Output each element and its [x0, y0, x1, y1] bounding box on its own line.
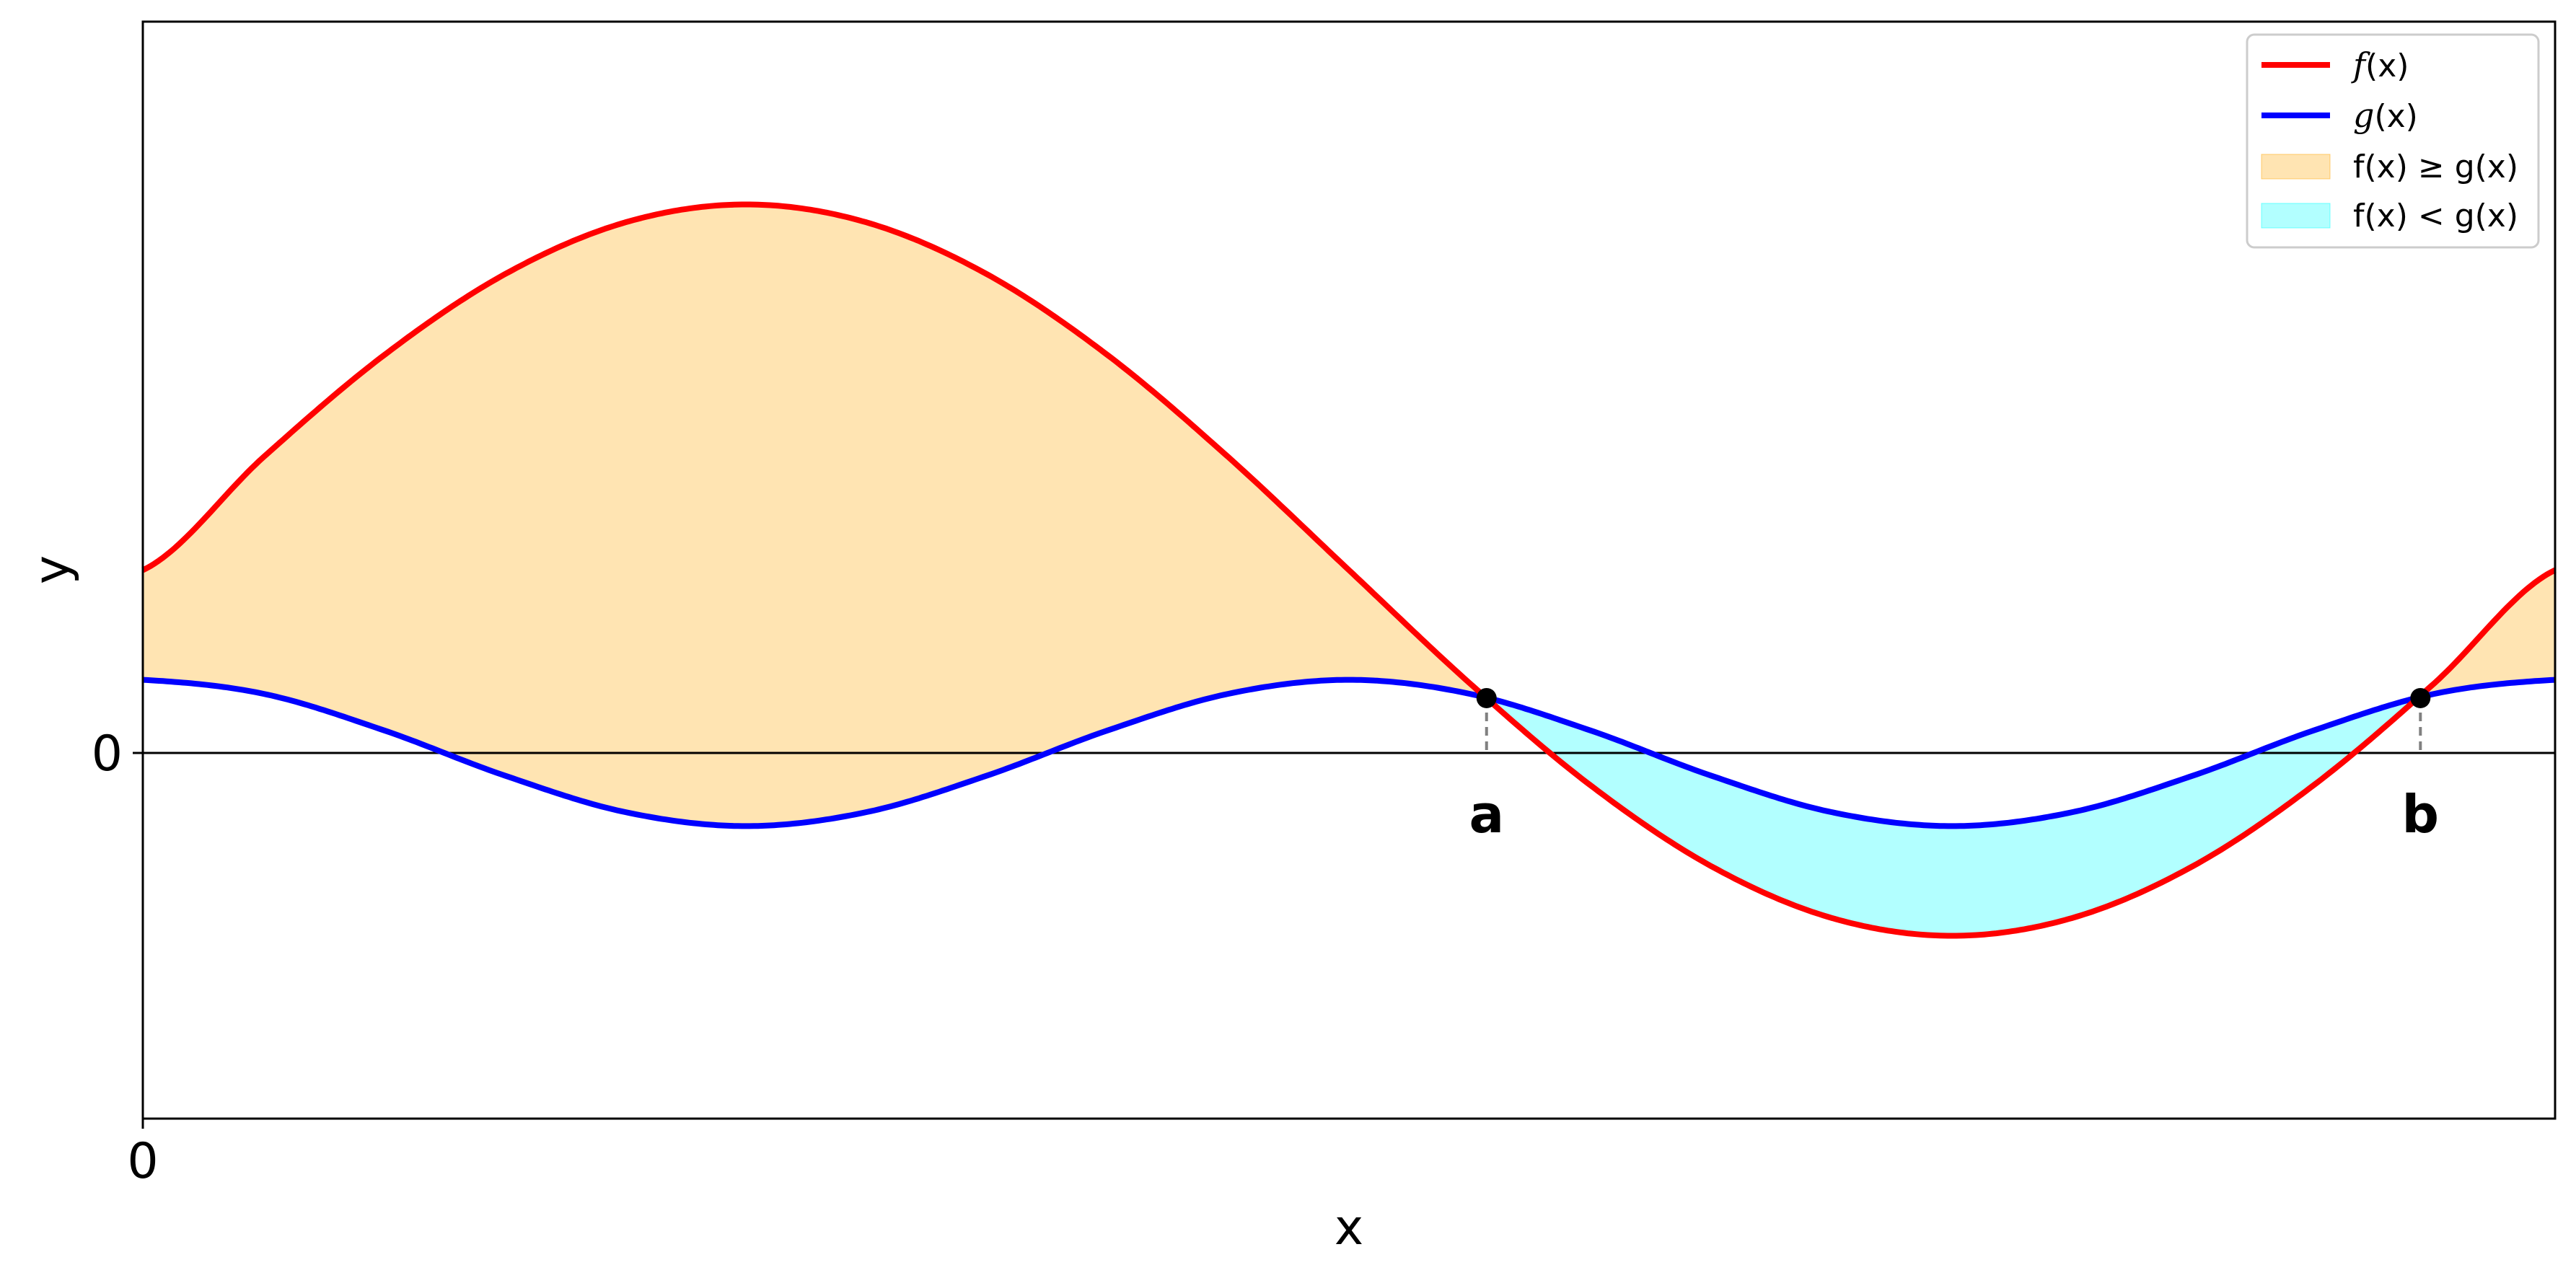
series-line-f [141, 201, 2557, 939]
legend: f(x) g(x) f(x) ≥ g(x) f(x) < g(x) [2246, 33, 2540, 249]
legend-label-g: g(x) [2353, 96, 2418, 135]
legend-label-f-arg: (x) [2365, 48, 2409, 84]
legend-label-fill-ge: f(x) ≥ g(x) [2353, 149, 2518, 185]
legend-swatch-fill-ge [2261, 154, 2331, 180]
x-axis-label: x [1335, 1199, 1363, 1256]
legend-label-g-arg: (x) [2374, 98, 2417, 135]
point-label-a: a [1469, 784, 1504, 845]
intersection-point-a [1476, 687, 1497, 708]
fill-region-f-ge-g [143, 204, 1486, 827]
y-tick-label: 0 [92, 726, 123, 783]
x-tick-label: 0 [127, 1133, 158, 1190]
legend-label-fill-lt: f(x) < g(x) [2353, 198, 2518, 234]
intersection-point-b [2410, 687, 2431, 708]
fill-region-f-lt-g [1485, 697, 2419, 936]
legend-label-g-name: g [2353, 96, 2374, 135]
legend-swatch-fill-lt [2261, 203, 2331, 229]
y-axis-label: y [24, 555, 81, 584]
fill-region-f-ge-g [2418, 570, 2555, 698]
legend-box [2246, 33, 2540, 249]
series-line-g [142, 677, 2556, 829]
legend-label-f: f(x) [2351, 45, 2409, 84]
point-label-b: b [2402, 784, 2440, 845]
plot-frame [141, 20, 2557, 1120]
